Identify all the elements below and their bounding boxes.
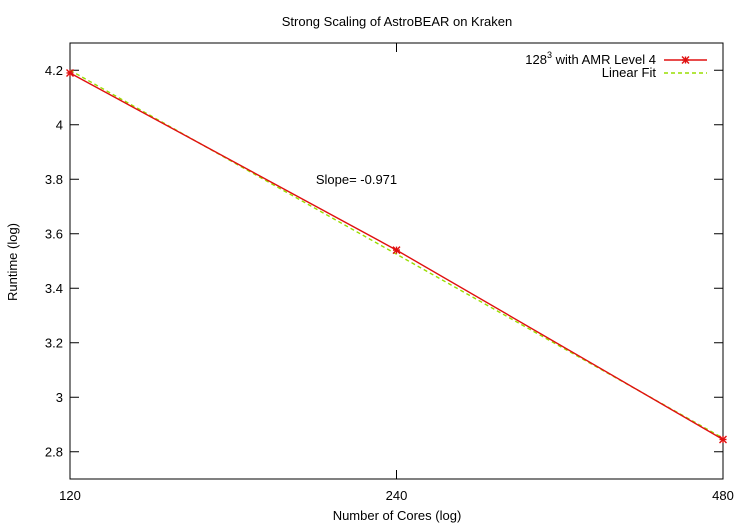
plot-series — [66, 68, 727, 444]
y-tick-label: 4.2 — [45, 63, 63, 78]
legend-marker-amr — [681, 56, 690, 64]
data-point-marker — [719, 435, 727, 444]
data-point-marker — [392, 246, 401, 255]
y-tick-label: 3.4 — [45, 281, 63, 296]
plot-frame — [69, 42, 724, 480]
y-tick-label: 3 — [56, 390, 63, 405]
chart-title: Strong Scaling of AstroBEAR on Kraken — [282, 14, 513, 29]
y-tick-label: 2.8 — [45, 444, 63, 459]
x-tick-label: 240 — [386, 488, 408, 503]
y-tick-label: 3.6 — [45, 226, 63, 241]
legend-label-amr-base: 128 — [525, 52, 547, 67]
legend: 1283 with AMR Level 4 Linear Fit — [525, 50, 707, 80]
slope-annotation: Slope= -0.971 — [316, 172, 397, 187]
legend-label-amr-superscript: 3 — [547, 50, 552, 60]
legend-label-amr-suffix: with AMR Level 4 — [552, 52, 656, 67]
axis-ticks: 2.8 3 3.2 3.4 3.6 3.8 4 4.2 120 240 480 — [45, 43, 734, 503]
y-tick-label: 4 — [56, 117, 63, 132]
y-axis-label: Runtime (log) — [5, 223, 20, 301]
x-tick-label: 480 — [712, 488, 734, 503]
legend-label-fit: Linear Fit — [602, 65, 657, 80]
y-tick-label: 3.2 — [45, 335, 63, 350]
x-axis-label: Number of Cores (log) — [333, 508, 462, 523]
x-tick-label: 120 — [59, 488, 81, 503]
legend-label-amr: 1283 with AMR Level 4 — [525, 50, 656, 67]
data-point-marker — [66, 68, 74, 77]
series-line-amr — [69, 72, 724, 441]
y-tick-label: 3.8 — [45, 172, 63, 187]
